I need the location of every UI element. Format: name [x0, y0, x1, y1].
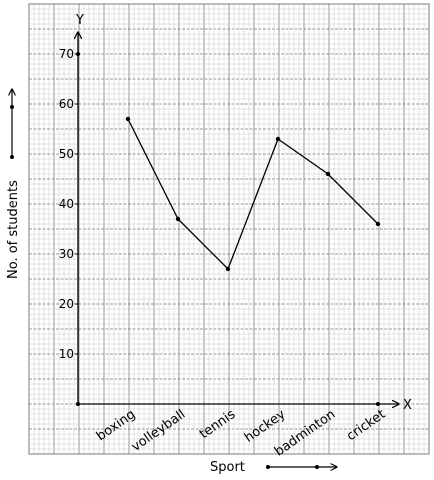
y-tick-label: 60	[59, 97, 74, 111]
x-axis-letter: X	[403, 398, 412, 413]
y-tick-label: 50	[59, 147, 74, 161]
x-axis-title-arrow	[266, 465, 336, 469]
y-tick-label: 40	[59, 197, 74, 211]
data-point	[125, 116, 131, 122]
origin-point	[76, 402, 80, 406]
data-point	[325, 171, 331, 177]
y-axis-letter: Y	[75, 13, 84, 28]
y-tick-label: 30	[59, 247, 74, 261]
y-tick-labels: 10 20 30 40 50 60 70	[59, 47, 80, 361]
y-tick-label: 20	[59, 297, 74, 311]
y-axis-title: No. of students	[6, 180, 21, 279]
data-point	[375, 221, 381, 227]
y-axis-title-arrow	[10, 90, 14, 159]
series-line	[76, 116, 381, 406]
data-point	[225, 266, 231, 272]
data-line	[127, 118, 379, 271]
y-tick-label: 10	[59, 347, 74, 361]
x-axis-end-point	[376, 402, 380, 406]
data-point	[275, 136, 281, 142]
y-axis-end-point	[76, 52, 80, 56]
y-tick-label: 70	[59, 47, 74, 61]
x-axis-title: Sport	[210, 460, 245, 475]
data-point	[175, 216, 181, 222]
graph-paper-grid	[28, 3, 430, 455]
